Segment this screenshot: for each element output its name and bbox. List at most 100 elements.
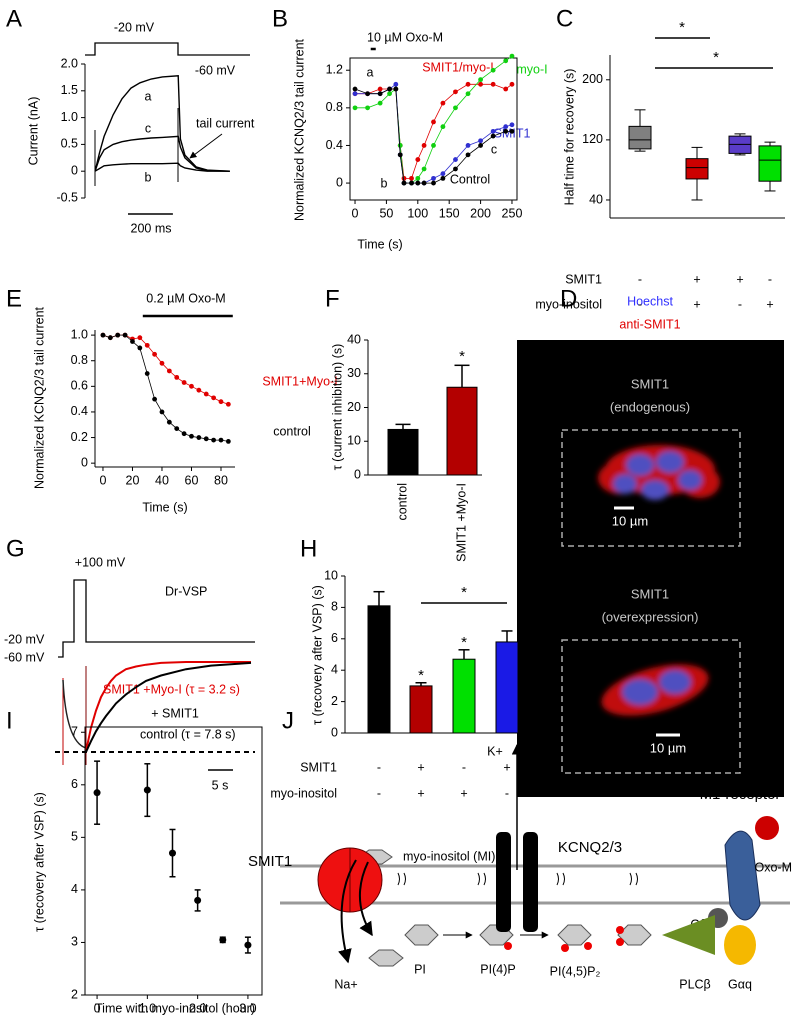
y-tick-label: 1.0 [71,327,88,341]
data-point [174,426,180,431]
row-value: + [736,272,743,286]
trace [94,162,230,172]
data-point [401,180,407,186]
arrow [358,861,373,937]
data-point [490,128,496,134]
diagram: myo-inositol (MI) SMIT1 Na+ PI PI(4)P PI… [248,743,792,991]
phosphate [616,938,624,946]
data-point [143,786,151,794]
y-axis-label: Normalized KCNQ2/3 tail current [292,38,306,221]
data-point [509,53,515,59]
data-point [225,438,231,444]
protocol-label: -20 mV [114,20,155,34]
data-point [431,119,436,125]
data-point [393,81,399,87]
trace-label: a [145,89,152,103]
scale-bar-label: 200 ms [131,221,172,235]
data-point [159,409,165,415]
data-point [440,171,446,177]
trace [85,661,251,753]
data-point [211,437,217,443]
y-tick-label: 0.2 [71,430,88,444]
data-point [440,175,446,181]
data-point [490,81,496,87]
plc [662,915,715,955]
row-value: + [693,272,700,286]
phosphate [561,944,569,952]
data-point [465,91,471,97]
row-value: + [693,297,700,311]
y-tick-label: 8 [331,600,338,614]
data-point [409,175,414,181]
data-point [478,77,483,83]
data-point [365,91,370,97]
y-tick-label: 10 [324,568,338,582]
trace [102,334,229,442]
g-alpha-q [724,925,756,965]
data-point [137,345,143,351]
hexagon [368,949,404,967]
data-point [440,124,446,130]
data-point [166,419,172,425]
trace [355,83,513,179]
row-label: SMIT1 [300,760,337,774]
data-point [440,100,446,106]
phosphate [584,942,592,950]
data-point [100,332,106,338]
diagram-label: myo-inositol (MI) [403,849,495,863]
data-point [503,86,509,92]
x-axis-label: Time (s) [142,500,187,514]
x-tick-label: 1.0 [139,1001,156,1015]
bar [387,428,419,476]
data-point [225,401,231,407]
protocol-label: -20 mV [4,632,45,646]
inset-subtitle: (endogenous) [610,399,690,414]
y-tick-label: 0.4 [71,404,88,418]
data-point [244,941,252,949]
cells [598,445,720,500]
voltage-protocol [58,579,255,658]
diagram-label: PLCβ [679,977,711,991]
row-value: - [377,760,381,774]
diagram-label: M1-receptor [700,786,781,803]
chart-title: + SMIT1 [151,706,199,720]
y-axis-label: Normalized KCNQ2/3 tail current [32,306,46,489]
y-axis-label: τ (recovery after VSP) (s) [32,792,46,932]
y-axis-label: τ (current inhibition) (s) [330,344,344,471]
hexagon [617,924,652,946]
data-point [377,100,383,106]
row-label: myo-inositol [535,297,602,311]
data-point [415,175,421,181]
annotation: a [367,65,374,79]
panel-label: G [6,535,25,562]
diagram-label: Gαq [728,977,752,991]
data-point [168,849,176,857]
data-point [211,395,217,401]
trace [94,75,230,172]
y-tick-label: 5 [71,830,78,844]
data-point [453,105,458,111]
data-point [189,433,194,439]
data-point [415,180,421,186]
data-point [122,332,128,338]
voltage-protocol [85,42,250,56]
data-point [166,368,172,374]
data-point [152,351,157,357]
panel-label: F [325,285,340,312]
data-point [465,152,471,158]
annotation: c [491,142,497,156]
trace [94,135,230,172]
data-point [465,143,471,148]
y-tick-label: 0 [354,467,361,481]
legend-label: control [273,424,311,438]
row-value: - [738,297,742,311]
x-tick-label: SMIT1 +Myo-I [454,483,468,562]
legend-label: SMIT1 +Myo-I (τ = 3.2 s) [103,682,240,696]
y-tick-label: 0 [331,725,338,739]
trace [85,661,252,753]
data-point [159,360,165,366]
data-point [421,180,427,186]
row-value: + [417,786,424,800]
hexagon [557,924,592,946]
channel [523,832,538,932]
